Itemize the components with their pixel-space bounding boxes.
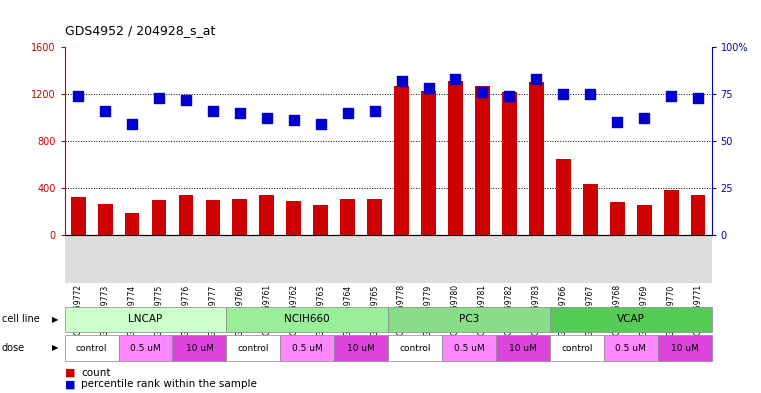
Text: NCIH660: NCIH660: [285, 314, 330, 324]
Bar: [205, 200, 221, 235]
Point: [261, 115, 273, 121]
Bar: [448, 81, 463, 235]
Bar: [286, 201, 301, 235]
Bar: [394, 86, 409, 235]
Text: 10 uM: 10 uM: [670, 343, 699, 353]
Bar: [556, 158, 571, 235]
Bar: [421, 90, 436, 235]
Point: [665, 93, 677, 99]
Point: [72, 93, 84, 99]
Bar: [368, 199, 382, 235]
Bar: [232, 199, 247, 235]
Text: dose: dose: [2, 343, 24, 353]
Bar: [125, 213, 139, 235]
Bar: [637, 206, 651, 235]
Bar: [71, 197, 85, 235]
Bar: [151, 200, 167, 235]
Bar: [340, 199, 355, 235]
Text: 0.5 uM: 0.5 uM: [130, 343, 161, 353]
Text: VCAP: VCAP: [616, 314, 645, 324]
Point: [396, 78, 408, 84]
Text: control: control: [400, 343, 431, 353]
Bar: [502, 92, 517, 235]
Point: [180, 97, 192, 103]
Text: ■: ■: [65, 367, 75, 378]
Text: ■: ■: [65, 379, 75, 389]
Text: LNCAP: LNCAP: [129, 314, 163, 324]
Bar: [583, 184, 597, 235]
Point: [422, 85, 435, 92]
Bar: [664, 190, 679, 235]
Text: control: control: [561, 343, 593, 353]
Bar: [529, 82, 544, 235]
Text: 10 uM: 10 uM: [509, 343, 537, 353]
Bar: [691, 195, 705, 235]
Bar: [314, 205, 328, 235]
Text: 0.5 uM: 0.5 uM: [292, 343, 323, 353]
Point: [153, 95, 165, 101]
Text: control: control: [237, 343, 269, 353]
Bar: [260, 195, 274, 235]
Text: control: control: [76, 343, 107, 353]
Point: [234, 110, 246, 116]
Point: [638, 115, 650, 121]
Text: cell line: cell line: [2, 314, 40, 324]
Point: [342, 110, 354, 116]
Bar: [610, 202, 625, 235]
Text: ▶: ▶: [52, 315, 59, 324]
Point: [584, 91, 597, 97]
Text: PC3: PC3: [459, 314, 479, 324]
Bar: [97, 204, 113, 235]
Text: 10 uM: 10 uM: [347, 343, 375, 353]
Point: [476, 89, 489, 95]
Point: [530, 76, 543, 82]
Point: [450, 76, 462, 82]
Text: percentile rank within the sample: percentile rank within the sample: [81, 379, 257, 389]
Point: [207, 108, 219, 114]
Point: [99, 108, 111, 114]
Point: [368, 108, 380, 114]
Bar: [179, 195, 193, 235]
Text: ▶: ▶: [52, 343, 59, 353]
Text: 10 uM: 10 uM: [186, 343, 213, 353]
Point: [126, 121, 139, 127]
Point: [503, 93, 515, 99]
Point: [288, 117, 300, 123]
Point: [692, 95, 704, 101]
Text: GDS4952 / 204928_s_at: GDS4952 / 204928_s_at: [65, 24, 215, 37]
Text: 0.5 uM: 0.5 uM: [454, 343, 484, 353]
Point: [314, 121, 326, 127]
Text: 0.5 uM: 0.5 uM: [616, 343, 646, 353]
Point: [557, 91, 569, 97]
Point: [611, 119, 623, 125]
Bar: [475, 86, 490, 235]
Text: count: count: [81, 367, 111, 378]
